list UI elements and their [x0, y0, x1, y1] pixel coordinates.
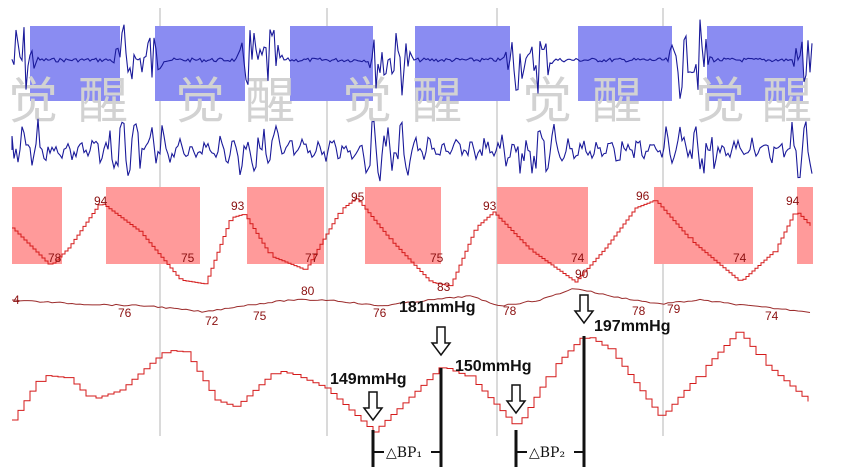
bp-trough-label: 74 [733, 251, 747, 265]
hr-label: 75 [253, 309, 267, 323]
bp-value-labels: 94 93 95 93 96 94 78 75 77 75 74 74 [48, 189, 800, 265]
bp-arousal-block [106, 187, 200, 264]
bp-trace-systolic [12, 331, 809, 433]
hr-label: 90 [575, 267, 589, 281]
bp-value-annotation: 149mmHg [330, 371, 406, 388]
bp-trough-label: 75 [430, 251, 444, 265]
eeg-arousal-block [707, 26, 803, 101]
eeg-arousal-block [30, 26, 120, 101]
bp-value-annotation: 150mmHg [455, 358, 531, 375]
bp-value-annotation: 197mmHg [594, 318, 670, 335]
bp-arousal-block [12, 187, 62, 264]
watermark-char: 醒 [245, 72, 295, 130]
eeg-arousal-block [578, 26, 672, 101]
bp-peak-label: 94 [786, 194, 800, 208]
heart-rate-trace [11, 288, 811, 313]
watermark-char: 觉 [342, 72, 392, 130]
watermark-char: 醒 [592, 72, 642, 130]
hr-label: 79 [667, 302, 681, 316]
bp-peak-label: 94 [94, 194, 108, 208]
bp-trough-label: 75 [181, 251, 195, 265]
hr-label: 74 [765, 309, 779, 323]
hr-label: 76 [373, 306, 387, 320]
bp-peak-label: 93 [231, 199, 245, 213]
bp-arousal-block [654, 187, 753, 264]
watermark-char: 觉 [175, 72, 225, 130]
watermark: 觉 醒 觉 醒 觉 醒 觉 醒 觉 醒 [8, 72, 812, 130]
hr-label: 76 [118, 306, 132, 320]
watermark-char: 觉 [8, 72, 58, 130]
bp-annotations: △BP₁ △BP₂ 149mmHg 181mmHg 150mmHg 197mmH… [330, 294, 670, 467]
down-arrow-icon [505, 384, 527, 415]
bp-trace-arterial [12, 198, 811, 287]
bp-peak-label: 93 [483, 199, 497, 213]
hr-label: 78 [503, 304, 517, 318]
bp-arousal-block [797, 187, 813, 264]
eeg-arousal-block [155, 26, 245, 101]
hr-label: 4 [13, 293, 20, 307]
hr-label: 80 [301, 284, 315, 298]
bp-arousal-block [365, 187, 441, 264]
bp-peak-label: 96 [636, 189, 650, 203]
down-arrow-icon [430, 326, 452, 357]
bp-arousal-block [497, 187, 588, 264]
hr-label: 78 [632, 304, 646, 318]
eeg-arousal-block [290, 26, 373, 101]
watermark-char: 觉 [522, 72, 572, 130]
hr-label: 72 [205, 314, 219, 328]
delta-bp-label: △BP₁ [386, 445, 422, 461]
eeg-trace-upper [11, 19, 813, 99]
bp-peak-label: 95 [351, 190, 365, 204]
watermark-char: 觉 [695, 72, 745, 130]
bp-arousal-shading [12, 187, 813, 264]
heart-rate-labels: 4 76 72 75 80 76 83 78 90 78 79 74 [13, 267, 779, 328]
signal-traces [11, 19, 813, 433]
delta-bp-label: △BP₂ [529, 445, 565, 461]
bp-trough-label: 74 [571, 251, 585, 265]
eeg-arousal-block [415, 26, 510, 101]
down-arrow-icon [362, 391, 384, 422]
watermark-char: 醒 [78, 72, 128, 130]
hr-label: 83 [437, 280, 451, 294]
bp-trough-label: 78 [48, 251, 62, 265]
bp-value-annotation: 181mmHg [399, 299, 475, 316]
eeg-trace-lower [11, 118, 813, 182]
down-arrow-icon [573, 294, 595, 325]
bp-arousal-block [247, 187, 324, 264]
eeg-arousal-shading [30, 26, 803, 101]
bp-trough-label: 77 [305, 251, 319, 265]
watermark-char: 醒 [412, 72, 462, 130]
